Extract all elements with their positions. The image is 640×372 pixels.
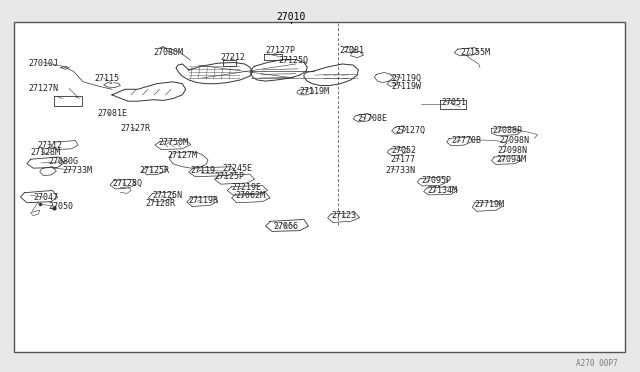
Text: 27112: 27112 xyxy=(37,141,62,150)
Text: 27128M: 27128M xyxy=(31,148,61,157)
Text: 27719M: 27719M xyxy=(475,200,505,209)
Text: 27088P: 27088P xyxy=(493,126,523,135)
Text: 27051: 27051 xyxy=(442,98,467,107)
Text: 27098N: 27098N xyxy=(499,136,529,145)
Text: 27212: 27212 xyxy=(221,53,246,62)
Text: 27128R: 27128R xyxy=(146,199,176,208)
Text: 27119Q: 27119Q xyxy=(392,74,422,83)
Text: 27098N: 27098N xyxy=(498,146,528,155)
Text: 27094M: 27094M xyxy=(496,155,526,164)
Text: 27219E: 27219E xyxy=(232,183,262,192)
Text: 27047: 27047 xyxy=(33,193,58,202)
Text: 27155M: 27155M xyxy=(461,48,491,57)
Text: 27115: 27115 xyxy=(95,74,120,83)
Text: 27708E: 27708E xyxy=(357,114,387,123)
Text: 27177: 27177 xyxy=(390,155,415,164)
Text: 27080G: 27080G xyxy=(48,157,78,166)
Text: 27127P: 27127P xyxy=(266,46,296,55)
Text: 27095P: 27095P xyxy=(421,176,451,185)
Text: 27125Q: 27125Q xyxy=(278,56,308,65)
Text: 27010J: 27010J xyxy=(29,59,59,68)
Text: 27245E: 27245E xyxy=(223,164,253,173)
Text: 27062M: 27062M xyxy=(236,191,266,200)
Text: 27050: 27050 xyxy=(48,202,73,211)
Text: 27127M: 27127M xyxy=(168,151,198,160)
Text: 27080M: 27080M xyxy=(154,48,184,57)
Text: 27123: 27123 xyxy=(332,211,356,220)
Text: 27081E: 27081E xyxy=(97,109,127,118)
Text: 27125P: 27125P xyxy=(214,172,244,181)
Text: 27125R: 27125R xyxy=(140,166,170,174)
Text: 27010: 27010 xyxy=(276,12,306,22)
Text: 27134M: 27134M xyxy=(428,186,458,195)
Text: 27750M: 27750M xyxy=(159,138,189,147)
Text: 27066: 27066 xyxy=(274,222,299,231)
Text: 27733N: 27733N xyxy=(386,166,416,174)
Text: 27119R: 27119R xyxy=(189,196,219,205)
Text: 27733M: 27733M xyxy=(63,166,93,174)
Text: 27770B: 27770B xyxy=(451,136,481,145)
Bar xyxy=(14,22,625,352)
Text: 27081: 27081 xyxy=(339,46,364,55)
Text: 27119: 27119 xyxy=(191,166,216,174)
Text: 27127R: 27127R xyxy=(120,124,150,133)
Text: 27052: 27052 xyxy=(392,146,417,155)
Text: 27127N: 27127N xyxy=(29,84,59,93)
Text: 27119W: 27119W xyxy=(392,82,422,91)
Text: 27125N: 27125N xyxy=(152,191,182,200)
Text: 27128Q: 27128Q xyxy=(112,179,142,187)
Text: A270 00P7: A270 00P7 xyxy=(576,359,618,368)
Text: 27127Q: 27127Q xyxy=(396,126,426,135)
Text: 27119M: 27119M xyxy=(300,87,330,96)
